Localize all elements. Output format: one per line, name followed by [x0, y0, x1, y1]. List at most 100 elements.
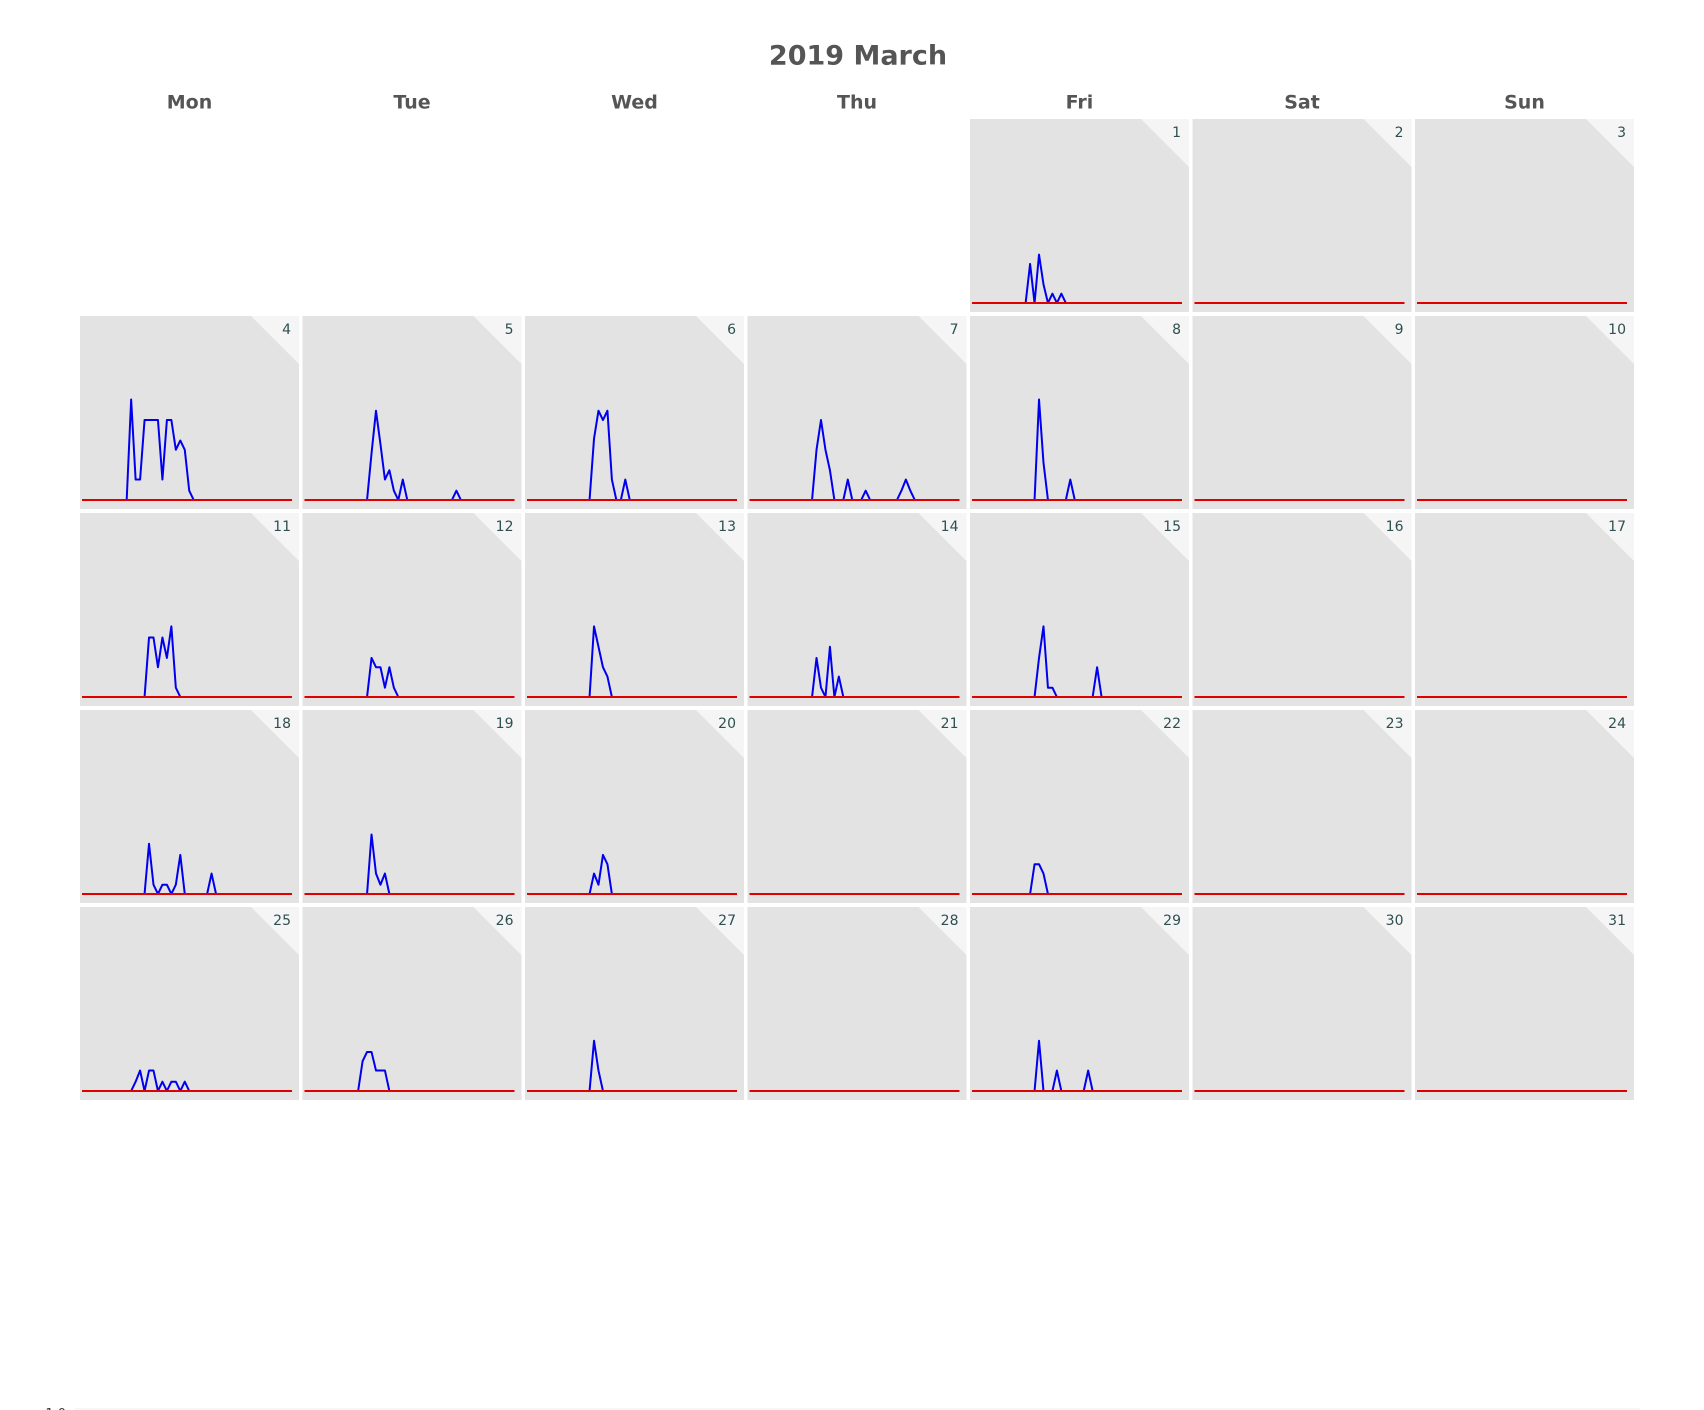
- weekday-header: Wed: [611, 92, 658, 114]
- weekday-header: Tue: [393, 92, 430, 114]
- cell-background: [525, 907, 744, 1100]
- cell-corner: [251, 513, 299, 561]
- cell-corner: [1141, 119, 1189, 167]
- day-number: 24: [1608, 716, 1626, 732]
- cell-corner: [1363, 119, 1412, 167]
- day-number: 3: [1617, 125, 1626, 141]
- cell-background: [525, 710, 744, 903]
- cell-background: [1415, 710, 1634, 903]
- cell-background: [1415, 907, 1634, 1100]
- cell-background: [970, 119, 1189, 312]
- day-number: 29: [1163, 913, 1181, 929]
- weekday-header: Sun: [1504, 92, 1545, 114]
- cell-background: [1192, 513, 1412, 706]
- day-cell: 13: [525, 513, 744, 706]
- day-number: 8: [1172, 322, 1181, 338]
- day-number: 28: [941, 913, 959, 929]
- weekday-header: Fri: [1066, 92, 1094, 114]
- day-cell: 1: [970, 119, 1189, 312]
- day-cell: 26: [302, 907, 522, 1100]
- cell-corner: [1586, 710, 1634, 758]
- day-number: 30: [1386, 913, 1404, 929]
- cell-background: [80, 513, 299, 706]
- chart-title: 2019 March: [769, 41, 947, 72]
- cell-background: [970, 907, 1189, 1100]
- day-cell: 9: [1192, 316, 1412, 509]
- day-cell: 19: [302, 710, 522, 903]
- cell-corner: [1586, 907, 1634, 955]
- day-number: 17: [1608, 519, 1626, 535]
- day-number: 22: [1163, 716, 1181, 732]
- day-number: 13: [718, 519, 736, 535]
- cell-corner: [918, 907, 967, 955]
- cell-corner: [1141, 513, 1189, 561]
- cell-background: [525, 316, 744, 509]
- cell-corner: [1141, 710, 1189, 758]
- weekday-header: Thu: [837, 92, 877, 114]
- day-cell: 4: [80, 316, 299, 509]
- cell-corner: [918, 710, 967, 758]
- day-number: 7: [950, 322, 959, 338]
- cell-corner: [473, 513, 522, 561]
- day-cell: 10: [1415, 316, 1634, 509]
- day-number: 27: [718, 913, 736, 929]
- day-cell: 14: [747, 513, 967, 706]
- day-cell: 31: [1415, 907, 1634, 1100]
- day-number: 4: [282, 322, 291, 338]
- cell-corner: [251, 907, 299, 955]
- day-number: 6: [727, 322, 736, 338]
- cell-corner: [473, 710, 522, 758]
- day-cell: 18: [80, 710, 299, 903]
- day-number: 11: [273, 519, 291, 535]
- day-number: 12: [496, 519, 514, 535]
- cell-background: [80, 316, 299, 509]
- day-number: 20: [718, 716, 736, 732]
- cell-background: [302, 907, 522, 1100]
- day-cell: 24: [1415, 710, 1634, 903]
- cell-background: [1192, 316, 1412, 509]
- day-number: 9: [1395, 322, 1404, 338]
- cell-corner: [1363, 907, 1412, 955]
- day-cell: 2: [1192, 119, 1412, 312]
- cell-background: [970, 710, 1189, 903]
- day-cell: 23: [1192, 710, 1412, 903]
- cell-background: [1192, 710, 1412, 903]
- cell-corner: [696, 907, 744, 955]
- cell-corner: [918, 316, 967, 364]
- cell-corner: [251, 316, 299, 364]
- day-number: 19: [496, 716, 514, 732]
- cell-corner: [1586, 513, 1634, 561]
- cell-corner: [1586, 119, 1634, 167]
- cell-background: [1192, 119, 1412, 312]
- cell-background: [302, 513, 522, 706]
- cell-background: [302, 316, 522, 509]
- cell-corner: [251, 710, 299, 758]
- cell-background: [970, 513, 1189, 706]
- day-number: 31: [1608, 913, 1626, 929]
- cell-background: [302, 710, 522, 903]
- cell-corner: [1363, 513, 1412, 561]
- day-cell: 6: [525, 316, 744, 509]
- cell-background: [1415, 119, 1634, 312]
- day-cell: 7: [747, 316, 967, 509]
- cell-background: [1415, 316, 1634, 509]
- cell-corner: [1141, 907, 1189, 955]
- day-cell: 5: [302, 316, 522, 509]
- day-cell: 28: [747, 907, 967, 1100]
- cell-background: [747, 907, 967, 1100]
- day-cell: 30: [1192, 907, 1412, 1100]
- cell-corner: [1586, 316, 1634, 364]
- day-cell: 27: [525, 907, 744, 1100]
- weekday-header: Sat: [1284, 92, 1320, 114]
- day-number: 2: [1395, 125, 1404, 141]
- cell-corner: [1141, 316, 1189, 364]
- day-cell: 12: [302, 513, 522, 706]
- day-number: 14: [941, 519, 959, 535]
- cell-background: [525, 513, 744, 706]
- day-number: 23: [1386, 716, 1404, 732]
- cell-background: [747, 710, 967, 903]
- day-number: 5: [505, 322, 514, 338]
- day-cell: 15: [970, 513, 1189, 706]
- cell-background: [80, 710, 299, 903]
- day-number: 18: [273, 716, 291, 732]
